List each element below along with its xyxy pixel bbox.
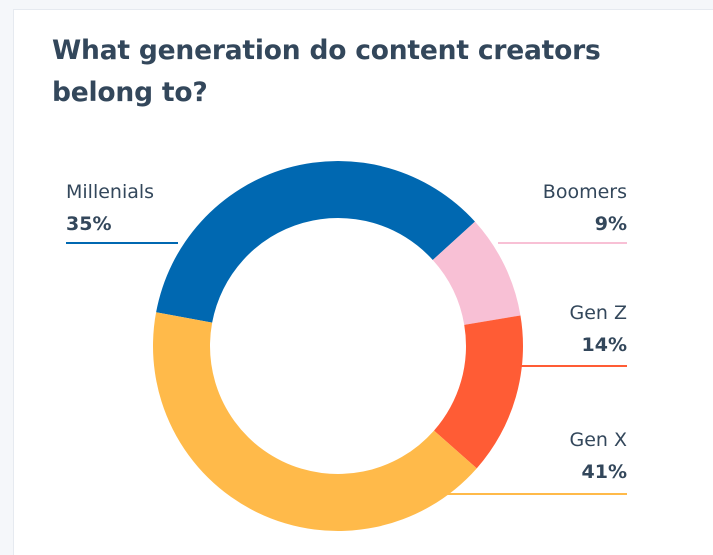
slice-label-gen-z: Gen Z: [569, 302, 627, 324]
chart-card: [13, 9, 713, 555]
slice-millenials: [156, 161, 475, 323]
slice-value-boomers: 9%: [595, 213, 627, 235]
slice-gen-z: [434, 315, 523, 469]
chart-title: What generation do content creators belo…: [52, 35, 601, 108]
slice-value-millenials: 35%: [66, 213, 111, 235]
slice-gen-x: [152, 312, 477, 532]
slice-value-gen-z: 14%: [582, 334, 627, 356]
slice-label-millenials: Millenials: [66, 181, 154, 203]
slice-label-gen-x: Gen X: [569, 429, 627, 451]
slice-value-gen-x: 41%: [582, 461, 627, 483]
slice-label-boomers: Boomers: [543, 181, 627, 203]
slice-boomers: [432, 221, 521, 325]
